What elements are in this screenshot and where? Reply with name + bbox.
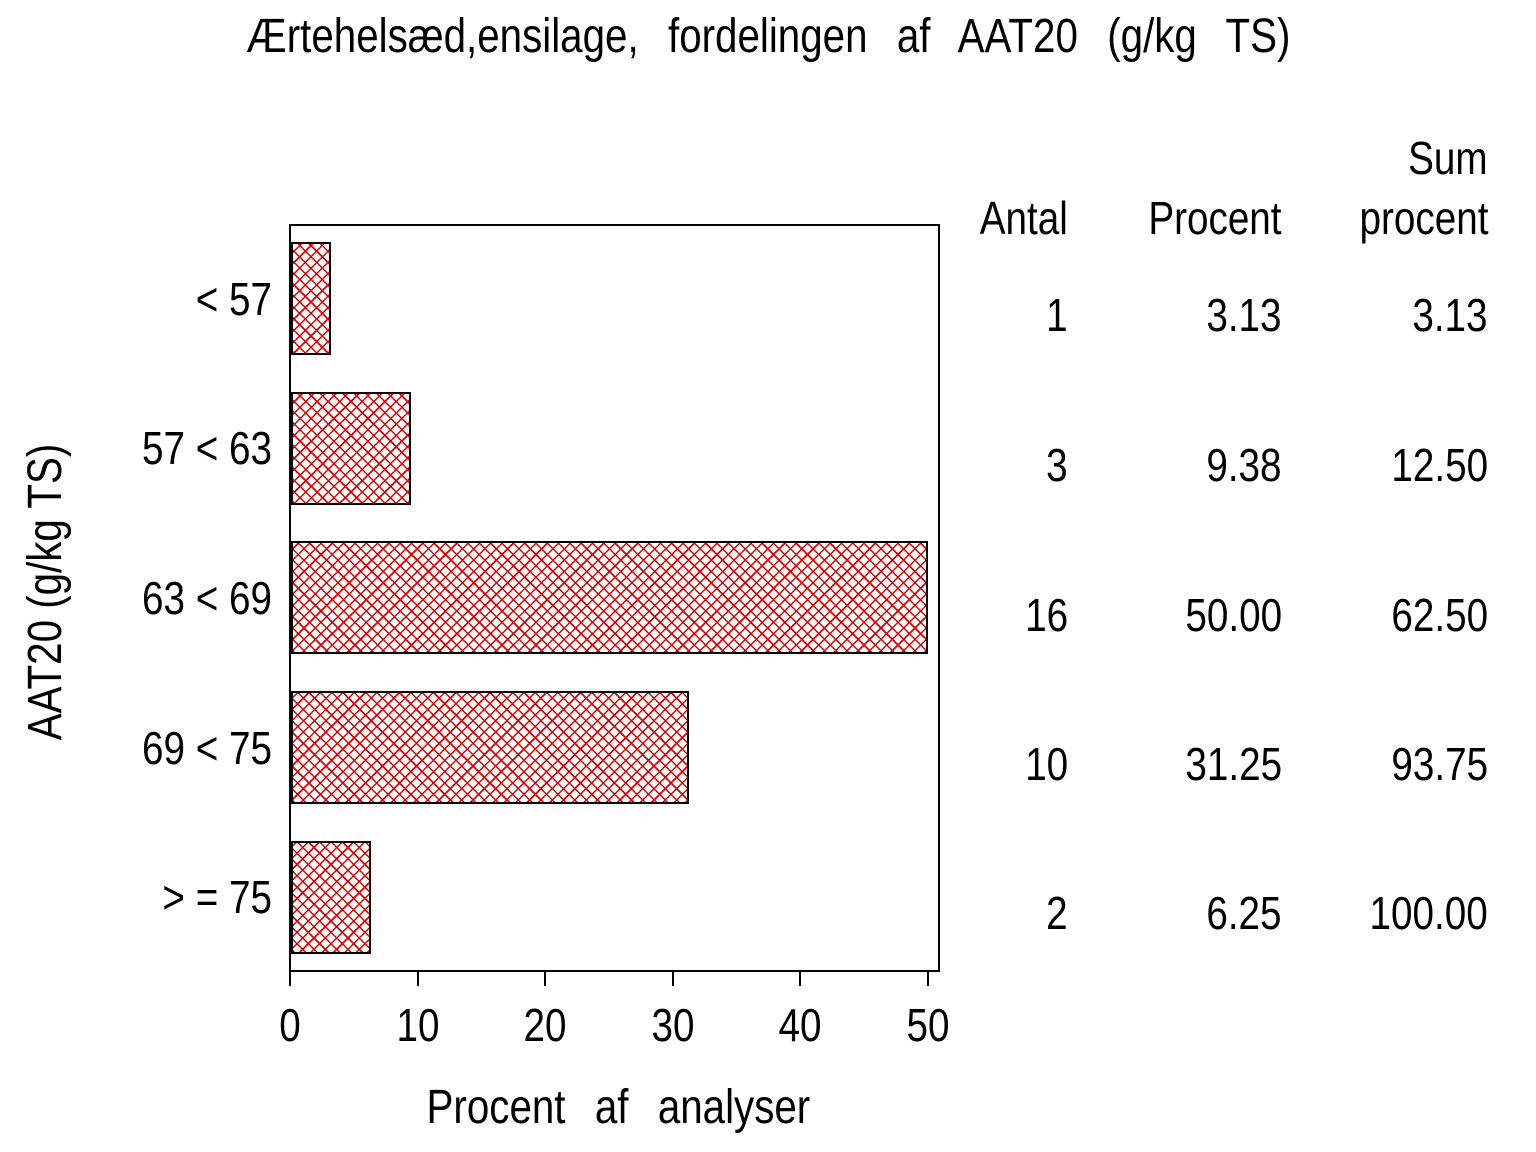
table-cell-sum: 12.50 <box>1391 439 1488 491</box>
table-header-sum-line1: Sum <box>1408 132 1488 184</box>
table-header-antal: Antal <box>979 192 1068 244</box>
plot-area <box>289 224 940 972</box>
table-cell-sum: 62.50 <box>1391 589 1488 641</box>
x-tick-label: 40 <box>778 999 822 1051</box>
x-tick-mark <box>544 972 546 986</box>
x-tick-label: 30 <box>651 999 695 1051</box>
table-cell-antal: 16 <box>1025 589 1068 641</box>
y-tick-label: 63 < 69 <box>141 572 272 624</box>
table-header-procent: Procent <box>1148 192 1282 244</box>
table-cell-procent: 50.00 <box>1185 589 1282 641</box>
table-cell-sum: 100.00 <box>1369 887 1488 939</box>
table-cell-procent: 6.25 <box>1206 887 1282 939</box>
x-tick-label: 10 <box>396 999 440 1051</box>
y-tick-label: < 57 <box>195 273 272 325</box>
table-cell-sum: 3.13 <box>1412 289 1488 341</box>
bar <box>291 691 690 804</box>
bar <box>291 242 331 355</box>
bar <box>291 541 928 654</box>
table-cell-procent: 9.38 <box>1206 439 1282 491</box>
table-header-sum-line2: procent <box>1359 192 1488 244</box>
x-tick-mark <box>927 972 929 986</box>
table-cell-sum: 93.75 <box>1391 738 1488 790</box>
y-tick-label: 69 < 75 <box>141 722 272 774</box>
x-tick-mark <box>799 972 801 986</box>
table-cell-antal: 1 <box>1046 289 1068 341</box>
table-cell-antal: 10 <box>1025 738 1068 790</box>
bar <box>291 392 411 505</box>
x-tick-label: 50 <box>906 999 950 1051</box>
x-tick-mark <box>672 972 674 986</box>
chart-title-text: Ærtehelsæd,ensilage, fordelingen af AAT2… <box>246 10 1290 63</box>
table-cell-antal: 3 <box>1046 439 1068 491</box>
table-cell-antal: 2 <box>1046 887 1068 939</box>
y-tick-label: 57 < 63 <box>141 422 272 474</box>
x-tick-label: 0 <box>279 999 301 1051</box>
x-tick-mark <box>417 972 419 986</box>
y-tick-label: > = 75 <box>162 871 272 923</box>
chart-title: Ærtehelsæd,ensilage, fordelingen af AAT2… <box>0 10 1536 64</box>
table-cell-procent: 31.25 <box>1185 738 1282 790</box>
x-tick-mark <box>289 972 291 986</box>
bar <box>291 841 371 954</box>
x-axis-title-text: Procent af analyser <box>426 1081 810 1134</box>
x-tick-label: 20 <box>523 999 567 1051</box>
x-axis-title: Procent af analyser <box>0 1083 1236 1133</box>
table-cell-procent: 3.13 <box>1206 289 1282 341</box>
